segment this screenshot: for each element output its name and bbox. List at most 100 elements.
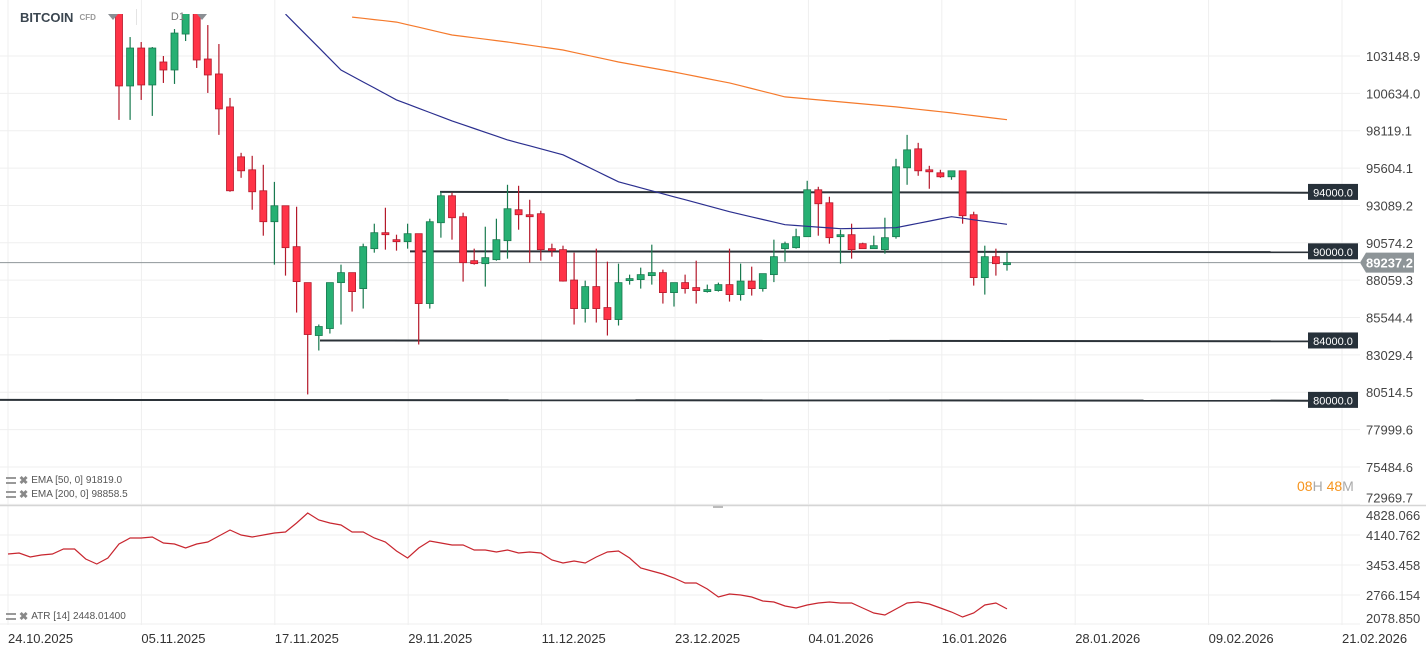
candle-body — [703, 289, 712, 292]
candle — [714, 282, 723, 292]
candle-body — [192, 14, 201, 61]
candle-body — [481, 257, 490, 265]
atr-tick-label: 2766.154 — [1366, 588, 1420, 603]
atr-line — [7, 512, 1008, 618]
remove-icon[interactable]: ✖ — [19, 611, 29, 623]
candle — [514, 185, 523, 230]
candle-body — [503, 208, 512, 242]
candle-body — [803, 189, 812, 238]
horizontal-levels[interactable]: 94000.0 90000.0 84000.0 80000.0 89237.2 — [0, 183, 1414, 408]
candle-body — [903, 149, 911, 169]
atr-label: ATR [14] — [31, 611, 70, 622]
candle — [370, 223, 379, 253]
candle-body — [747, 280, 756, 289]
symbol-dropdown-icon[interactable] — [107, 14, 118, 20]
candle-body — [137, 47, 146, 86]
candle — [792, 228, 800, 249]
candle — [425, 218, 434, 309]
candle — [980, 245, 989, 295]
price-tick-label: 83029.4 — [1366, 348, 1413, 363]
symbol-type: CFD — [79, 12, 96, 22]
remove-icon[interactable]: ✖ — [19, 475, 29, 487]
ema200-value: 98858.5 — [91, 489, 128, 500]
candle-body — [381, 232, 390, 236]
candle-body — [869, 245, 878, 250]
timeframe-dropdown-icon[interactable] — [196, 14, 207, 20]
candle — [492, 218, 501, 261]
price-tick-label: 72969.7 — [1366, 490, 1413, 505]
candle — [559, 245, 567, 282]
level-line-80000.0[interactable] — [0, 398, 1309, 402]
date-tick-label: 24.10.2025 — [8, 631, 73, 646]
candle — [725, 248, 734, 302]
candle-body — [337, 272, 345, 284]
candle-body — [325, 282, 334, 329]
ema50-value: 91819.0 — [85, 475, 123, 486]
candle-body — [914, 148, 923, 172]
candle — [1003, 252, 1011, 271]
price-tick-label: 98119.1 — [1366, 124, 1412, 139]
candle — [914, 142, 923, 176]
date-tick-label: 09.02.2026 — [1209, 631, 1274, 646]
atr-tick-label: 4828.066 — [1366, 508, 1420, 523]
candle — [992, 248, 1000, 276]
level-line-94000.0[interactable] — [439, 190, 1309, 194]
settings-icon[interactable] — [6, 477, 16, 484]
candle-body — [714, 284, 723, 291]
level-line-90000.0[interactable] — [409, 250, 1309, 254]
candle-body — [226, 106, 234, 192]
candle-body — [126, 47, 134, 87]
candle-body — [470, 260, 479, 265]
candle-body — [492, 239, 501, 261]
remove-icon[interactable]: ✖ — [19, 489, 29, 501]
candle — [403, 223, 412, 249]
candle-body — [514, 209, 523, 216]
candle-body — [314, 326, 323, 336]
candle — [237, 152, 246, 178]
candle-body — [570, 279, 578, 309]
candle — [603, 261, 612, 336]
candle-body — [881, 237, 889, 251]
candle — [925, 165, 934, 189]
price-tick-label: 100634.0 — [1366, 86, 1420, 101]
candle — [137, 42, 146, 100]
candle-body — [259, 190, 268, 223]
candle-body — [403, 233, 412, 243]
candle — [581, 280, 590, 323]
candle-body — [725, 284, 734, 295]
candle — [570, 252, 578, 325]
candle — [314, 324, 323, 351]
candle-body — [670, 282, 678, 293]
candle-body — [448, 195, 456, 219]
candle-body — [681, 282, 689, 289]
date-tick-label: 21.02.2026 — [1342, 631, 1407, 646]
candle — [503, 184, 512, 259]
candle — [270, 181, 279, 265]
candle — [836, 229, 845, 264]
ema50-line — [285, 14, 1008, 230]
pane-resize-handle[interactable] — [713, 506, 723, 508]
legend-ema50: ✖ EMA [50, 0] 91819.0 — [6, 474, 122, 487]
date-tick-label: 04.01.2026 — [808, 631, 873, 646]
candle — [303, 282, 312, 395]
level-line-84000.0[interactable] — [319, 339, 1309, 343]
candle-body — [214, 73, 223, 110]
settings-icon[interactable] — [6, 491, 16, 498]
candle-body — [958, 170, 967, 217]
timeframe-label[interactable]: D1 — [170, 11, 185, 23]
candle — [192, 14, 201, 68]
ema-group — [285, 14, 1008, 230]
atr-value: 2448.01400 — [72, 611, 126, 622]
candle-body — [392, 239, 401, 243]
candle-body — [603, 307, 612, 320]
candle-body — [170, 32, 179, 71]
candle — [181, 14, 190, 42]
candle-body — [614, 282, 623, 320]
candle — [947, 170, 956, 180]
candle-body — [847, 234, 856, 251]
candle-body — [592, 286, 601, 309]
candle-body — [647, 272, 656, 277]
settings-icon[interactable] — [6, 613, 16, 620]
ema-lines — [285, 14, 1008, 230]
